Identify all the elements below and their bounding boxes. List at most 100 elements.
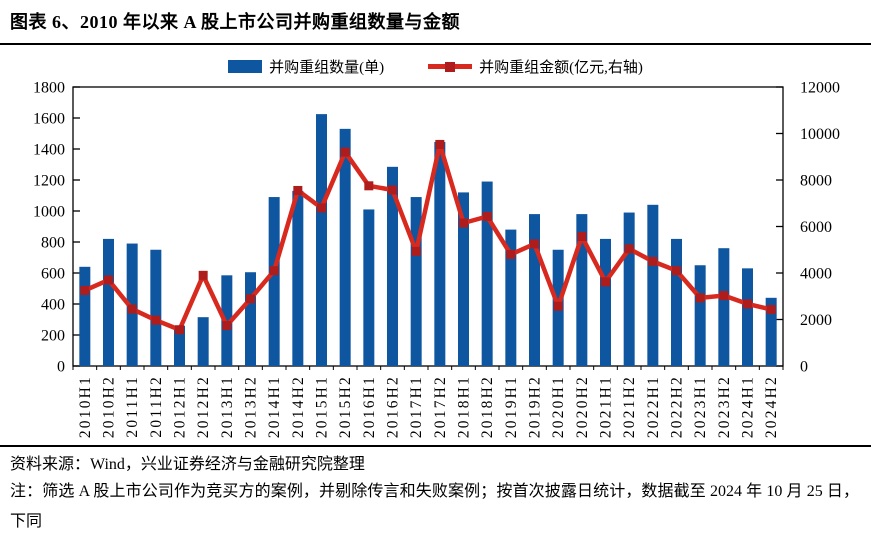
x-axis-label: 2015H2 xyxy=(337,375,354,438)
right-axis-label: 8000 xyxy=(800,173,832,190)
x-axis-label: 2020H2 xyxy=(574,375,591,438)
bar-2022H1 xyxy=(647,204,659,366)
right-axis-label: 2000 xyxy=(800,312,832,329)
amount-marker-2020H2 xyxy=(577,231,587,241)
right-axis-label: 6000 xyxy=(800,219,832,236)
amount-marker-2015H1 xyxy=(317,203,326,213)
x-axis-label: 2011H2 xyxy=(148,375,165,438)
x-axis-label: 2019H1 xyxy=(503,375,520,438)
bar-2024H1 xyxy=(742,268,753,366)
amount-marker-2017H2 xyxy=(435,139,445,149)
amount-marker-2012H2 xyxy=(198,270,208,280)
x-axis-label: 2016H1 xyxy=(361,375,378,438)
x-axis-label: 2016H2 xyxy=(385,375,402,438)
ma-count-amount-combo-chart: 0 200 400 600 800 1000 1200 1400 1600 1800 0 2000 40… xyxy=(33,80,840,439)
bar-2021H1 xyxy=(600,238,611,366)
x-axis-label: 2015H1 xyxy=(314,375,331,438)
left-axis-label: 1200 xyxy=(33,173,65,190)
x-axis-label: 2024H1 xyxy=(740,375,757,438)
x-axis-label: 2017H1 xyxy=(408,375,425,438)
x-axis-label: 2021H1 xyxy=(598,375,615,438)
amount-marker-2018H2 xyxy=(482,212,492,222)
amount-marker-2013H2 xyxy=(246,294,255,304)
right-axis-label: 12000 xyxy=(800,80,840,97)
bar-2023H2 xyxy=(718,248,730,366)
amount-marker-2021H1 xyxy=(601,277,610,287)
amount-marker-2019H1 xyxy=(506,249,516,259)
x-axis-label: 2022H2 xyxy=(669,375,686,438)
right-axis-label: 10000 xyxy=(800,126,840,143)
line-series-marker-icon xyxy=(445,61,456,72)
bar-2019H2 xyxy=(529,214,540,366)
source-text: 资料来源：Wind，兴业证券经济与金融研究院整理 xyxy=(10,456,365,473)
amount-marker-2013H1 xyxy=(222,321,232,331)
amount-marker-2019H2 xyxy=(530,239,539,249)
bar-2023H1 xyxy=(694,265,706,366)
amount-marker-2011H2 xyxy=(151,315,161,325)
amount-marker-2022H1 xyxy=(648,256,658,266)
amount-line xyxy=(83,142,772,332)
bar-2021H2 xyxy=(623,212,635,366)
bar-2014H1 xyxy=(268,197,280,366)
bar-2020H2 xyxy=(576,214,588,366)
left-axis-label: 800 xyxy=(41,235,65,252)
x-axis-label: 2024H2 xyxy=(763,375,780,438)
x-axis-label: 2022H1 xyxy=(645,375,662,438)
title-divider xyxy=(0,43,871,45)
right-axis-label: 0 xyxy=(800,359,808,376)
bar-2015H2 xyxy=(339,128,351,366)
amount-marker-2023H1 xyxy=(695,293,705,303)
bar-2019H1 xyxy=(505,229,517,366)
amount-marker-2024H1 xyxy=(743,299,752,309)
legend-item-bar-series: 并购重组数量(单) xyxy=(228,56,384,77)
amount-marker-2018H1 xyxy=(459,218,468,228)
amount-marker-2014H1 xyxy=(269,266,279,276)
amount-marker-2016H2 xyxy=(388,185,397,195)
x-axis-label: 2014H1 xyxy=(266,375,283,438)
amount-marker-2012H1 xyxy=(175,325,184,335)
chart-divider xyxy=(0,445,871,447)
x-axis-label: 2020H1 xyxy=(550,375,567,438)
left-axis-label: 1600 xyxy=(33,111,65,128)
x-axis-label: 2010H1 xyxy=(77,375,94,438)
bar-2012H1 xyxy=(174,325,185,366)
bar-2010H2 xyxy=(103,238,114,366)
x-axis-label: 2018H2 xyxy=(479,375,496,438)
x-axis-label: 2014H2 xyxy=(290,375,307,438)
x-axis-label: 2010H2 xyxy=(101,375,118,438)
bar-2014H2 xyxy=(292,190,304,366)
legend-item-line-series: 并购重组金额(亿元,右轴) xyxy=(428,56,643,77)
x-axis-label: 2021H2 xyxy=(621,375,638,438)
x-axis-label: 2012H1 xyxy=(172,375,189,438)
x-axis-label: 2011H1 xyxy=(124,375,141,438)
x-axis-label: 2017H2 xyxy=(432,375,449,438)
chart-legend: 并购重组数量(单) 并购重组金额(亿元,右轴) xyxy=(0,56,871,77)
x-axis-label: 2012H2 xyxy=(195,375,212,438)
bar-2010H1 xyxy=(79,266,91,366)
amount-marker-2015H2 xyxy=(340,147,350,157)
amount-marker-2014H2 xyxy=(293,185,303,195)
line-series-swatch xyxy=(428,61,473,72)
bar-2024H2 xyxy=(765,297,777,366)
x-axis-label: 2013H1 xyxy=(219,375,236,438)
left-axis-label: 200 xyxy=(41,328,65,345)
amount-marker-2024H2 xyxy=(766,305,776,315)
amount-marker-2011H1 xyxy=(127,304,137,314)
right-axis-label: 4000 xyxy=(800,266,832,283)
note-text: 注：筛选 A 股上市公司作为竞买方的案例，并剔除传言和失败案例；按首次披露日统计… xyxy=(10,483,859,530)
bar-2015H1 xyxy=(316,114,327,366)
amount-marker-2022H2 xyxy=(672,266,681,276)
bar-2017H1 xyxy=(410,197,422,366)
bar-2018H1 xyxy=(458,192,469,366)
x-axis-label: 2013H2 xyxy=(243,375,260,438)
bar-2013H2 xyxy=(245,272,256,366)
amount-marker-2021H2 xyxy=(624,244,634,254)
legend-label-line-series: 并购重组金额(亿元,右轴) xyxy=(479,60,643,76)
amount-marker-2010H2 xyxy=(104,275,113,285)
bar-2016H1 xyxy=(363,209,375,366)
x-axis-label: 2023H2 xyxy=(716,375,733,438)
bar-2016H2 xyxy=(387,166,398,366)
bar-series-swatch xyxy=(228,60,263,73)
bar-2018H2 xyxy=(481,181,493,366)
